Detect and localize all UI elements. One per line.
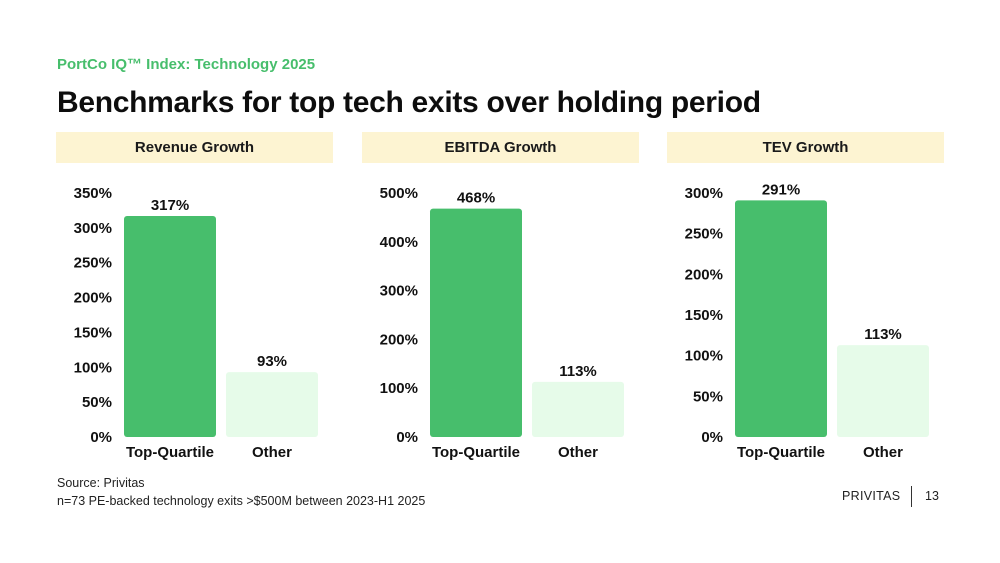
y-tick-label: 50% [82,394,112,411]
page-title: Benchmarks for top tech exits over holdi… [57,86,761,119]
x-category-label: Top-Quartile [737,444,825,461]
bar-value-label: 113% [864,326,902,343]
revenue-growth-chart: 0% 50% 100% 150% 200% 250% 300% 350% 317% Top-Qua… [74,185,318,461]
y-tick-label: 100% [380,380,418,397]
y-tick-label: 500% [380,185,418,202]
ebitda-growth-panel: EBITDA Growth 0% 100% 200% 300% 400% 500% 468%… [362,132,639,472]
y-tick-label: 350% [74,185,112,202]
footer-divider [911,486,912,507]
top-quartile-bar [735,200,827,437]
bar-value-label: 93% [257,353,287,370]
y-tick-label: 0% [90,429,112,446]
bar-value-label: 113% [559,363,597,380]
report-kicker: PortCo IQ™ Index: Technology 2025 [57,56,316,73]
y-tick-label: 150% [685,307,723,324]
y-tick-label: 250% [74,255,112,272]
panel-header: EBITDA Growth [362,132,639,163]
y-tick-label: 300% [74,220,112,237]
x-category-label: Top-Quartile [126,444,214,461]
y-tick-label: 200% [74,290,112,307]
bar-value-label: 317% [151,197,189,214]
source-text: Source: Privitas [57,476,145,490]
y-tick-label: 250% [685,226,723,243]
y-tick-label: 300% [380,283,418,300]
brand-name: PRIVITAS [842,489,901,503]
ebitda-growth-chart: 0% 100% 200% 300% 400% 500% 468% Top-Quartile 11… [380,185,624,461]
tev-growth-chart: 0% 50% 100% 150% 200% 250% 300% 291% Top-Quartil… [685,181,929,461]
x-category-label: Top-Quartile [432,444,520,461]
y-tick-label: 50% [693,388,723,405]
footer-source: Source: Privitas n=73 PE-backed technolo… [57,474,425,510]
y-tick-label: 200% [685,266,723,283]
panel-header: Revenue Growth [56,132,333,163]
x-category-label: Other [863,444,903,461]
bar-value-label: 291% [762,181,800,198]
sample-note: n=73 PE-backed technology exits >$500M b… [57,494,426,508]
bar-value-label: 468% [457,190,495,207]
other-bar [226,372,318,437]
top-quartile-bar [124,216,216,437]
other-bar [837,345,929,437]
x-category-label: Other [558,444,598,461]
y-tick-label: 300% [685,185,723,202]
y-tick-label: 150% [74,324,112,341]
top-quartile-bar [430,208,522,437]
panel-header: TEV Growth [667,132,944,163]
y-tick-label: 100% [74,359,112,376]
y-tick-label: 0% [396,429,418,446]
y-tick-label: 400% [380,234,418,251]
x-category-label: Other [252,444,292,461]
y-tick-label: 100% [685,348,723,365]
page-number: 13 [925,489,939,503]
revenue-growth-panel: Revenue Growth 0% 50% 100% 150% 200% 250% 300%… [56,132,333,472]
y-tick-label: 0% [701,429,723,446]
other-bar [532,381,624,437]
tev-growth-panel: TEV Growth 0% 50% 100% 150% 200% 250% 300% 291%… [667,132,944,472]
y-tick-label: 200% [380,331,418,348]
